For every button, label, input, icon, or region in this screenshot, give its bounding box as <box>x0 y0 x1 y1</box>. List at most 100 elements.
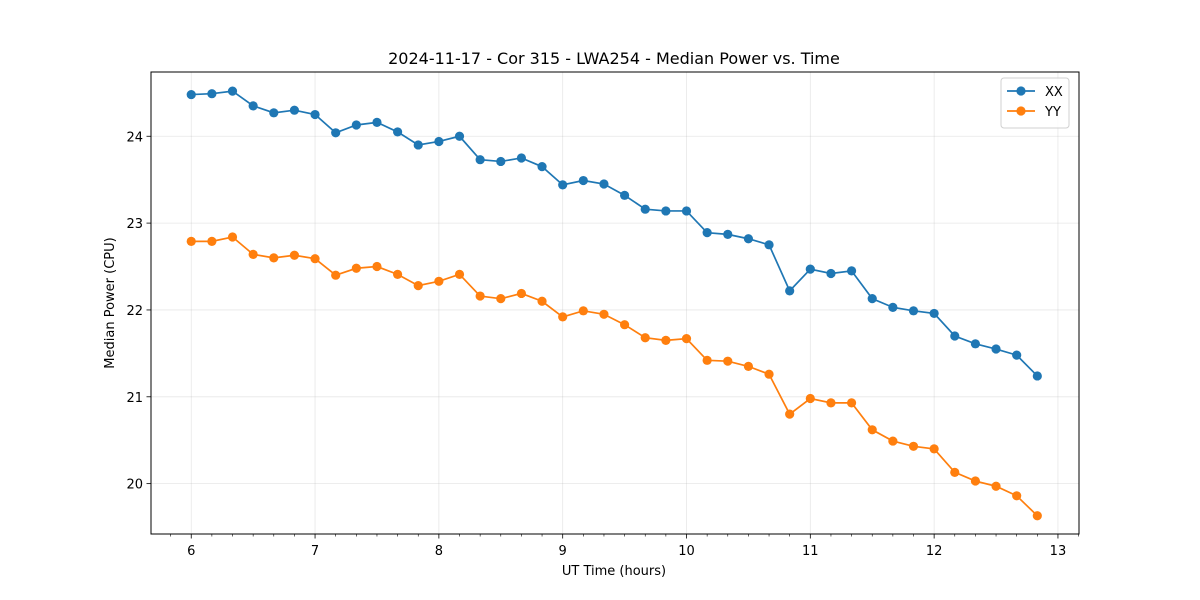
data-point-yy <box>805 393 815 404</box>
data-point-yy <box>846 398 857 408</box>
y-tick-label: 23 <box>126 217 143 232</box>
data-point-xx <box>289 105 300 115</box>
data-point-yy <box>1012 491 1022 501</box>
data-point-xx <box>991 344 1001 354</box>
data-point-xx <box>310 109 320 120</box>
data-point-xx <box>661 206 671 216</box>
data-point-xx <box>888 302 898 312</box>
data-point-xx <box>186 89 196 100</box>
x-tick-label: 8 <box>435 544 443 559</box>
data-point-xx <box>908 306 919 316</box>
data-point-xx <box>723 229 733 239</box>
data-point-xx <box>619 190 630 200</box>
legend: XX YY <box>1000 77 1070 129</box>
data-point-xx <box>496 156 506 167</box>
data-point-yy <box>702 355 712 365</box>
data-point-xx <box>227 86 238 96</box>
legend-marker-xx <box>1016 86 1026 96</box>
data-point-yy <box>785 409 795 419</box>
chart-title: 2024-11-17 - Cor 315 - LWA254 - Median P… <box>388 49 840 68</box>
legend-label-yy: YY <box>1044 105 1061 120</box>
data-point-yy <box>640 333 650 343</box>
data-point-yy <box>764 369 774 379</box>
data-point-yy <box>681 334 692 344</box>
data-point-xx <box>475 155 485 165</box>
grid <box>151 72 1079 534</box>
data-point-yy <box>950 467 960 477</box>
data-point-yy <box>578 306 588 316</box>
data-point-yy <box>929 444 939 454</box>
data-point-yy <box>1032 511 1042 521</box>
x-tick-label: 6 <box>187 544 195 559</box>
data-point-xx <box>516 153 527 163</box>
data-point-xx <box>702 228 712 238</box>
data-point-yy <box>310 254 320 264</box>
data-point-yy <box>826 398 836 408</box>
data-point-xx <box>681 206 692 216</box>
data-point-xx <box>393 127 403 137</box>
data-point-xx <box>599 179 609 189</box>
data-point-xx <box>331 128 341 138</box>
data-point-yy <box>537 296 547 306</box>
data-point-yy <box>661 335 671 345</box>
data-point-xx <box>640 204 650 214</box>
data-point-yy <box>888 436 898 446</box>
data-point-yy <box>454 269 465 279</box>
data-point-yy <box>227 232 238 242</box>
data-point-xx <box>351 120 361 130</box>
series-layer <box>186 86 1042 521</box>
data-point-xx <box>413 140 423 150</box>
data-point-xx <box>970 339 981 349</box>
data-point-xx <box>1012 350 1022 360</box>
data-point-xx <box>248 101 258 111</box>
y-tick-label: 20 <box>126 478 143 493</box>
data-point-xx <box>764 240 774 250</box>
x-axis-label: UT Time (hours) <box>562 564 666 579</box>
data-point-xx <box>743 234 754 244</box>
y-axis: 20 21 22 23 24 <box>126 130 151 493</box>
data-point-yy <box>908 441 919 451</box>
data-point-xx <box>1032 371 1042 381</box>
data-point-xx <box>269 108 279 118</box>
data-point-yy <box>434 276 444 286</box>
data-point-yy <box>970 476 981 486</box>
data-point-yy <box>413 281 423 291</box>
data-point-xx <box>434 136 444 147</box>
data-point-xx <box>537 162 547 172</box>
data-point-xx <box>826 268 836 279</box>
data-point-yy <box>393 269 403 279</box>
legend-marker-yy <box>1016 106 1026 116</box>
data-point-yy <box>867 425 877 435</box>
y-tick-label: 24 <box>126 130 143 145</box>
data-point-xx <box>578 175 588 186</box>
data-point-yy <box>558 312 568 322</box>
x-tick-label: 12 <box>926 544 943 559</box>
data-point-xx <box>846 266 857 276</box>
data-point-yy <box>743 361 754 371</box>
data-point-xx <box>950 331 960 341</box>
x-tick-label: 9 <box>559 544 567 559</box>
data-point-yy <box>372 261 382 272</box>
data-point-xx <box>785 286 795 296</box>
data-point-yy <box>207 236 217 246</box>
data-point-yy <box>475 291 485 301</box>
data-point-xx <box>929 308 939 319</box>
x-tick-label: 10 <box>678 544 695 559</box>
plot-frame <box>150 71 1080 535</box>
data-point-xx <box>805 264 815 274</box>
data-point-xx <box>454 131 465 141</box>
x-tick-label: 13 <box>1050 544 1067 559</box>
data-point-yy <box>269 253 279 263</box>
data-point-xx <box>207 89 217 99</box>
y-axis-label: Median Power (CPU) <box>103 237 118 368</box>
data-point-xx <box>372 117 382 127</box>
data-point-yy <box>619 320 630 330</box>
data-point-yy <box>496 294 506 304</box>
data-point-yy <box>351 263 361 273</box>
data-point-yy <box>248 249 258 259</box>
y-tick-label: 22 <box>126 304 143 319</box>
data-point-yy <box>516 288 527 299</box>
x-axis: 6 7 8 9 10 11 12 13 <box>170 534 1079 559</box>
x-tick-label: 11 <box>802 544 819 559</box>
